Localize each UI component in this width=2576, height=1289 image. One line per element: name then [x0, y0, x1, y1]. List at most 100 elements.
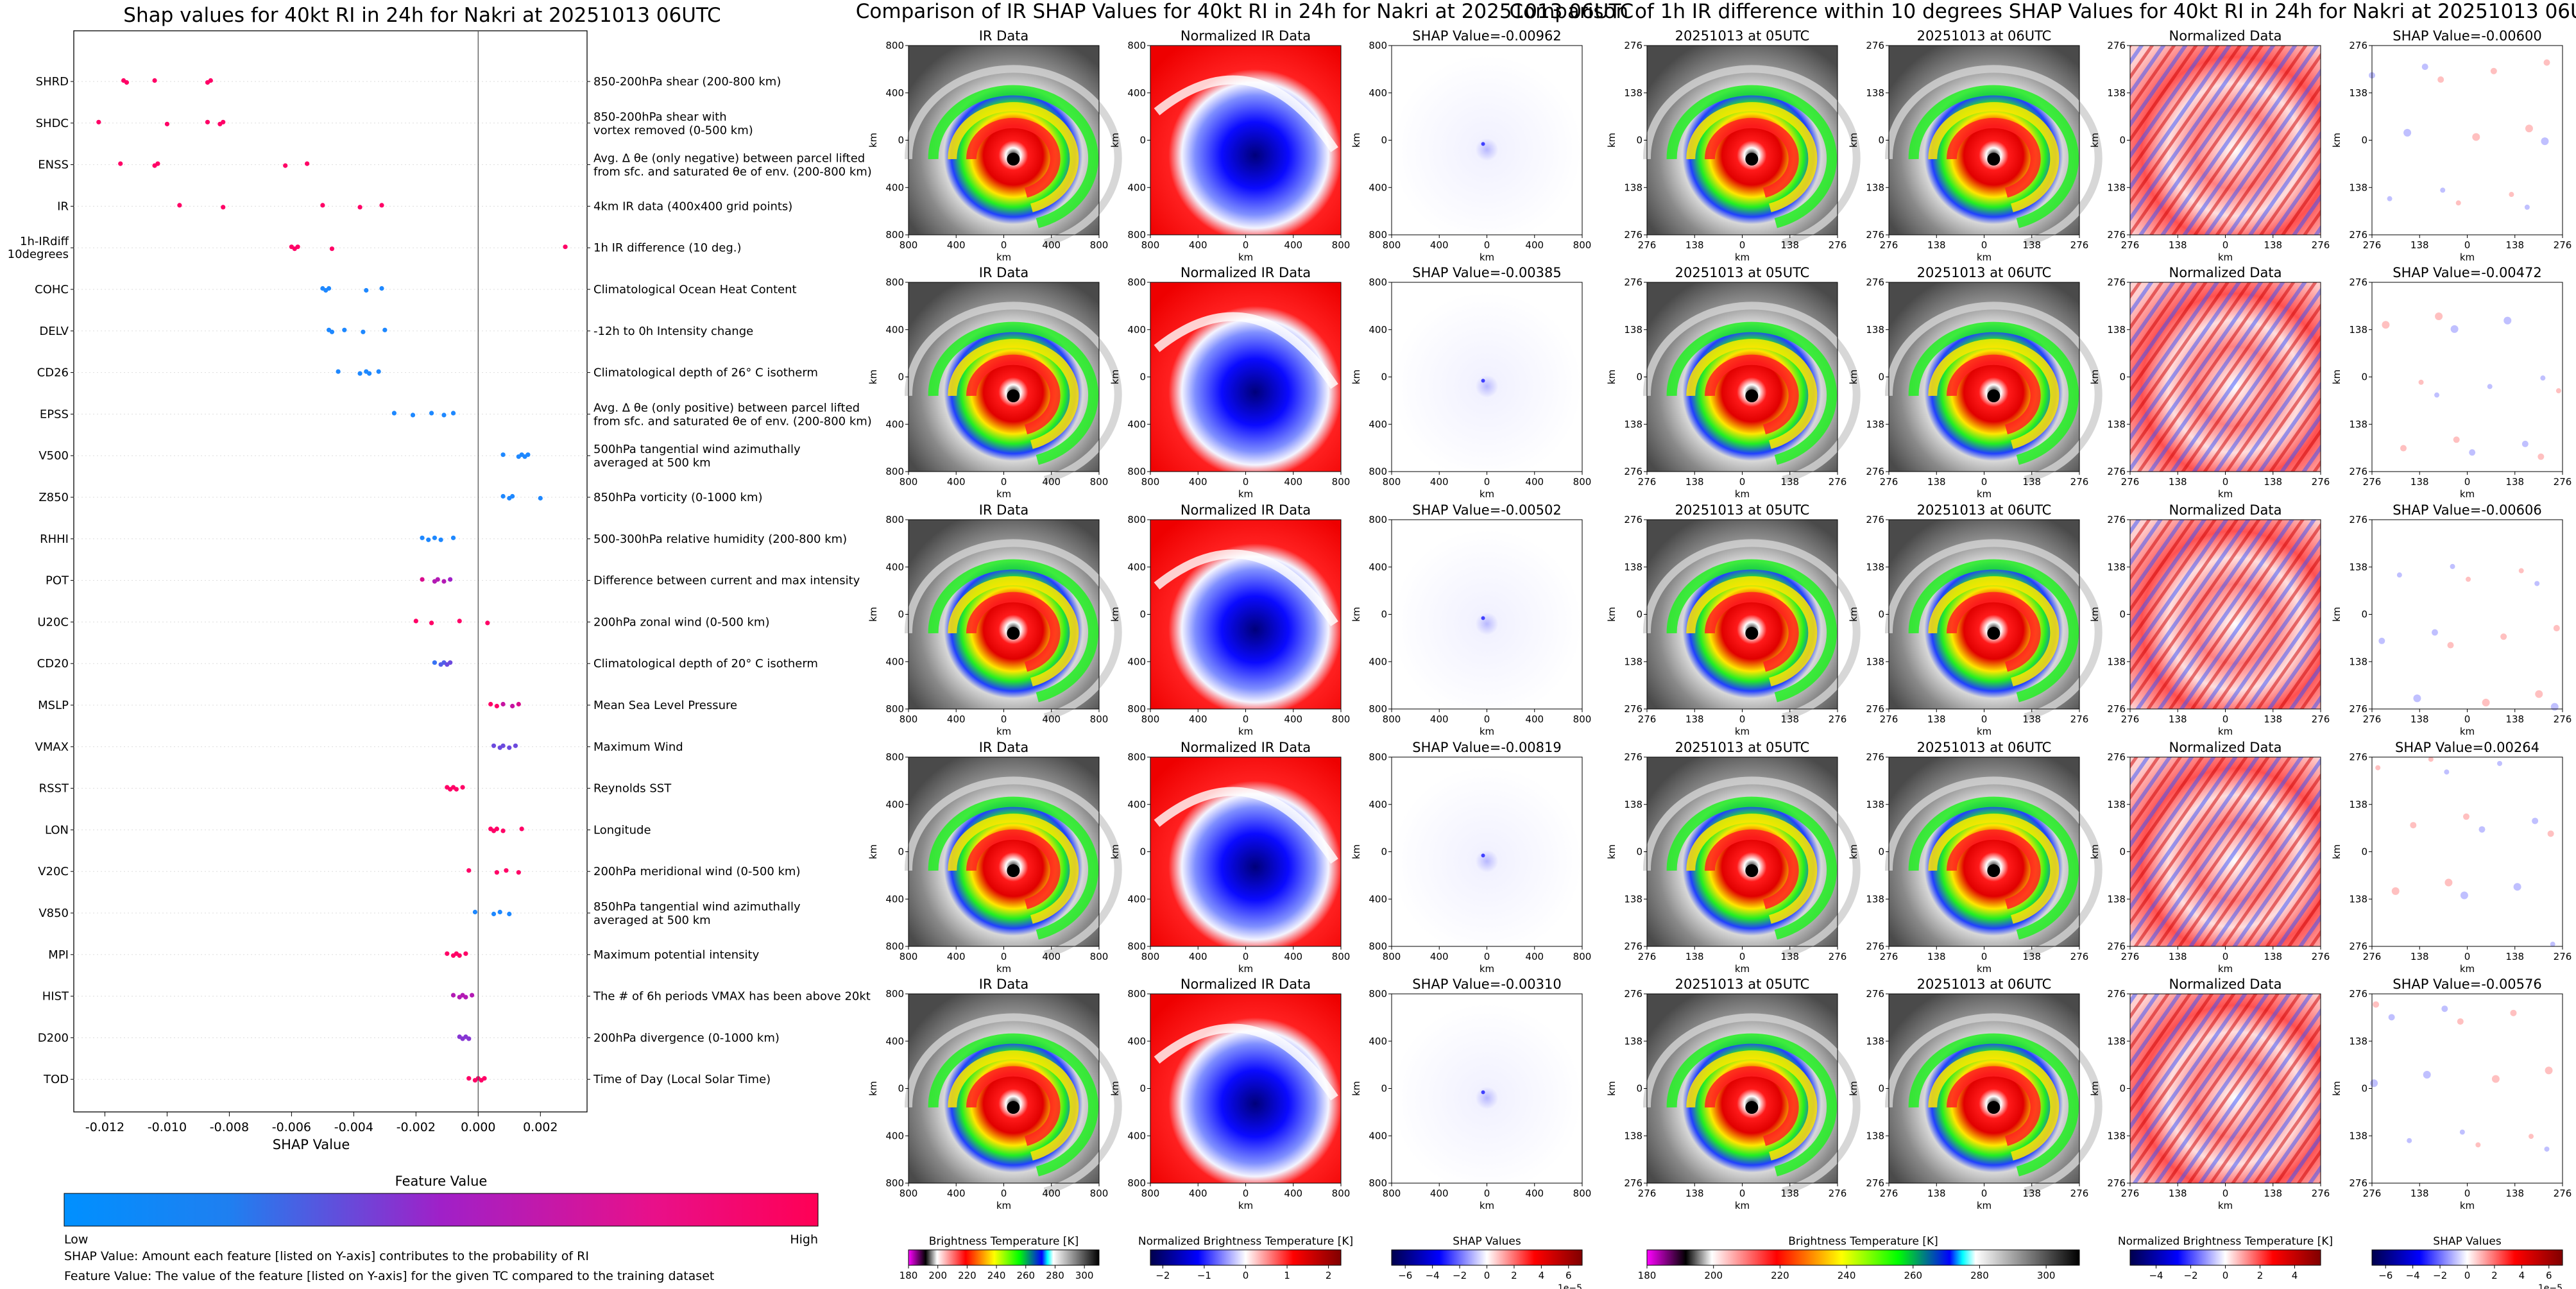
shap-speckle: [2510, 1009, 2517, 1016]
feature-name: COHC: [35, 283, 69, 296]
y-tick-label: 276: [2349, 703, 2367, 715]
spiral-band: [1705, 592, 1799, 672]
colorbar-tick-label: −4: [1426, 1270, 1440, 1281]
shap-speckle: [2428, 756, 2434, 762]
shap-hotspot: [1481, 616, 1485, 620]
spiral-band: [1666, 559, 1838, 703]
feature-description: Difference between current and max inten…: [593, 574, 860, 588]
x-axis-label: km: [1480, 726, 1494, 737]
colorbar-label: Normalized Brightness Temperature [K]: [2118, 1235, 2333, 1248]
shap-point: [497, 909, 502, 915]
spiral-band: [1642, 302, 1861, 484]
y-axis-label: km: [2331, 133, 2342, 148]
y-tick-label: 276: [2107, 40, 2126, 51]
spiral-band: [1705, 1066, 1799, 1146]
image-panel-nir: [1150, 993, 1342, 1184]
y-tick-label: 276: [2107, 277, 2126, 288]
x-tick-label: 400: [947, 1188, 966, 1199]
x-tick-label: 276: [2070, 1188, 2089, 1199]
x-tick-label: 276: [2070, 951, 2089, 962]
y-tick-label: 138: [1624, 656, 1642, 667]
x-tick-label: 0: [1243, 951, 1249, 962]
x-tick-label: 138: [1685, 951, 1704, 962]
x-tick-label: 400: [1284, 1188, 1302, 1199]
shap-point: [510, 493, 515, 499]
x-tick-label: 0: [1001, 713, 1007, 725]
feature-name: CD26: [37, 366, 69, 380]
y-tick-label: 400: [1369, 656, 1387, 667]
diff-streaks: [2130, 282, 2321, 472]
y-tick-label: 276: [1624, 466, 1642, 477]
x-tick-label: 276: [2312, 476, 2330, 488]
x-axis-label: km: [996, 488, 1011, 500]
shap-point: [155, 161, 160, 166]
colorbar-label: Brightness Temperature [K]: [929, 1235, 1079, 1248]
x-tick-label: 138: [2264, 1188, 2282, 1199]
spiral-band: [1686, 339, 1818, 449]
y-tick-label: 0: [1139, 1083, 1146, 1095]
y-tick-label: 400: [1127, 1036, 1146, 1047]
y-axis-label: km: [1109, 133, 1121, 148]
spiral-band: [1154, 312, 1338, 389]
y-axis-label: km: [1351, 133, 1362, 148]
x-tick-label: 0: [1981, 476, 1988, 488]
image-panel-ir: [904, 519, 1122, 721]
panel-title: IR Data: [979, 265, 1029, 280]
y-tick-label: 0: [2119, 609, 2126, 620]
shap-speckle: [2388, 1014, 2395, 1021]
y-tick-label: 0: [1381, 846, 1387, 858]
y-tick-label: 138: [1624, 561, 1642, 573]
y-tick-label: 400: [885, 182, 904, 193]
y-tick-label: 276: [1624, 703, 1642, 715]
x-tick-label: 800: [1141, 951, 1160, 962]
image-panel-dshap: [2369, 45, 2563, 235]
shap-speckle: [2373, 1001, 2380, 1008]
image-panel-nir: [1150, 282, 1342, 472]
y-tick-label: 276: [2107, 1177, 2126, 1189]
feature-description: 200hPa divergence (0-1000 km): [593, 1031, 780, 1045]
x-tick-label: 800: [900, 713, 918, 725]
y-tick-label: 276: [1624, 941, 1642, 952]
shap-point: [357, 205, 363, 210]
colorbar-tick-label: 260: [1904, 1270, 1922, 1281]
x-tick-label: 800: [1090, 713, 1109, 725]
shap-point: [426, 537, 431, 542]
x-tick-label: 400: [1189, 1188, 1207, 1199]
y-tick-label: 138: [2349, 1036, 2367, 1047]
spiral-band: [1884, 302, 2103, 484]
panel-title: Normalized IR Data: [1181, 28, 1311, 44]
x-tick-label: 138: [2169, 1188, 2187, 1199]
y-tick-label: 138: [1866, 893, 1884, 905]
spiral-band: [1947, 117, 2041, 198]
eye-marker: [1745, 864, 1759, 877]
x-tick-label: 400: [1430, 1188, 1449, 1199]
spiral-band: [928, 559, 1099, 703]
x-axis-label: km: [1977, 1200, 1992, 1211]
y-axis-label: km: [2331, 844, 2342, 859]
shap-point: [457, 953, 462, 958]
y-axis-label: km: [1606, 370, 1617, 384]
y-axis-label: km: [2331, 1081, 2342, 1096]
x-tick-label: 0: [1484, 476, 1490, 488]
feature-name: MSLP: [38, 699, 69, 712]
y-tick-label: 400: [885, 656, 904, 667]
y-tick-label: 276: [1624, 40, 1642, 51]
x-axis-label: km: [1480, 252, 1494, 263]
shap-field: [1392, 46, 1582, 235]
spiral-band: [1642, 1013, 1861, 1195]
shap-point: [221, 205, 226, 210]
y-tick-label: 0: [898, 609, 904, 620]
image-panel-ir: [904, 45, 1122, 247]
feature-value-note: Feature Value: The value of the feature …: [64, 1269, 715, 1283]
shap-point: [329, 246, 335, 252]
x-axis-label: km: [1735, 726, 1750, 737]
x-tick-label: 276: [2312, 713, 2330, 725]
y-axis-label: km: [1606, 844, 1617, 859]
x-tick-label: 138: [2169, 713, 2187, 725]
y-tick-label: 138: [2107, 893, 2126, 905]
image-panel-ndiff: [2129, 993, 2321, 1184]
spiral-band: [1666, 1033, 1838, 1177]
y-tick-label: 138: [2349, 656, 2367, 667]
y-tick-label: 400: [1127, 893, 1146, 905]
y-tick-label: 138: [2107, 656, 2126, 667]
